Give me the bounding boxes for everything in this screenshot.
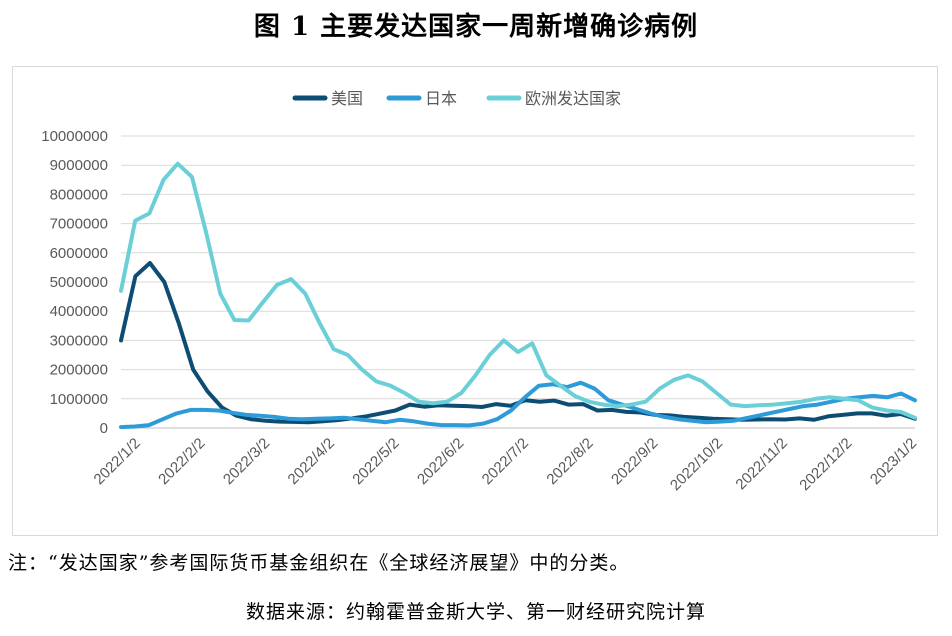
legend: 美国 日本 欧洲发达国家 (292, 89, 621, 108)
chart-title: 图 1 主要发达国家一周新增确诊病例 (253, 12, 699, 42)
series-lines (119, 161, 917, 430)
y-tick-label: 0 (100, 420, 108, 437)
legend-label: 美国 (331, 89, 363, 108)
x-tick-label: 2022/6/2 (414, 435, 467, 488)
x-tick-label: 2022/10/2 (667, 435, 726, 494)
x-tick-label: 2022/7/2 (479, 435, 532, 488)
y-tick-label: 8000000 (50, 186, 108, 203)
footnote: 注：“发达国家”参考国际货币基金组织在《全球经济展望》中的分类。 (8, 552, 630, 574)
y-tick-label: 2000000 (50, 362, 108, 379)
grid (121, 135, 915, 400)
x-tick-label: 2022/9/2 (608, 435, 661, 488)
x-tick-label: 2022/8/2 (543, 435, 596, 488)
series-line-2 (119, 161, 917, 420)
y-tick-label: 4000000 (50, 303, 108, 320)
legend-label: 日本 (425, 89, 457, 108)
chart-frame: 美国 日本 欧洲发达国家 0 1000000 2000000 3000000 4000000… (12, 66, 938, 536)
x-tick-label: 2022/3/2 (220, 435, 273, 488)
x-tick-label: 2022/5/2 (349, 435, 402, 488)
x-tick-label: 2023/1/2 (867, 435, 920, 488)
x-tick-label: 2022/1/2 (91, 435, 144, 488)
y-tick-label: 1000000 (50, 391, 108, 408)
y-axis: 0 1000000 2000000 3000000 4000000 5000000 6000… (41, 128, 108, 437)
x-tick-label: 2022/4/2 (285, 435, 338, 488)
y-tick-label: 5000000 (50, 274, 108, 291)
y-tick-label: 3000000 (50, 332, 108, 349)
y-tick-label: 9000000 (50, 157, 108, 174)
line-chart: 美国 日本 欧洲发达国家 0 1000000 2000000 3000000 4000000… (41, 89, 920, 494)
legend-label: 欧洲发达国家 (525, 89, 621, 108)
y-tick-label: 7000000 (50, 216, 108, 233)
x-tick-label: 2022/12/2 (796, 435, 855, 494)
data-source: 数据来源：约翰霍普金斯大学、第一财经研究院计算 (245, 601, 706, 623)
series-line-1 (119, 380, 917, 430)
y-tick-label: 10000000 (41, 128, 108, 145)
x-tick-label: 2022/11/2 (732, 435, 790, 493)
y-tick-label: 6000000 (50, 245, 108, 262)
x-tick-label: 2022/2/2 (155, 435, 208, 488)
x-axis: 2022/1/2 2022/2/2 2022/3/2 2022/4/2 2022/5/2… (91, 427, 920, 494)
